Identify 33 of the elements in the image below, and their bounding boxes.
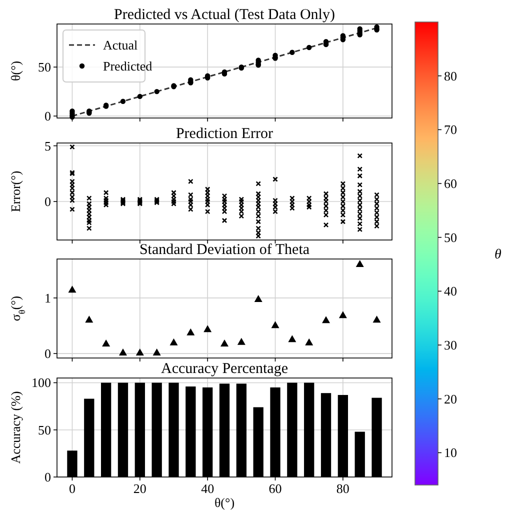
y-tick-label: 0 — [44, 346, 51, 362]
y-axis-title: θ(°) — [8, 60, 23, 82]
y-tick-label: 0 — [44, 108, 51, 124]
y-tick-label: 0 — [44, 470, 51, 484]
color-bar-label: 60 — [444, 176, 457, 192]
y-axis-title: Accuracy (%) — [8, 391, 23, 464]
color-bar-label: 40 — [444, 284, 457, 299]
legend-label: Actual — [103, 38, 138, 52]
color-bar-label: 30 — [444, 338, 457, 353]
chart-title: Accuracy Percentage — [160, 361, 288, 377]
y-axis-title: Error(°) — [8, 170, 23, 212]
color-bar-label: 10 — [444, 445, 457, 460]
color-bar-label: 70 — [444, 122, 457, 138]
y-tick-label: 50 — [38, 422, 51, 438]
chart-title: Standard Deviation of Theta — [139, 242, 310, 258]
y-tick-label: 1 — [44, 290, 51, 306]
color-bar-label: 80 — [444, 68, 457, 84]
y-tick-label: 100 — [32, 375, 51, 390]
color-bar-title: θ — [494, 248, 502, 262]
x-axis-title: θ(°) — [214, 495, 235, 510]
chart-title: Prediction Error — [176, 126, 274, 142]
chart-title: Predicted vs Actual (Test Data Only) — [114, 7, 335, 23]
color-bar-label: 20 — [444, 391, 457, 406]
x-tick-label: 0 — [68, 481, 76, 496]
y-tick-label: 5 — [44, 138, 51, 154]
y-tick-label: 50 — [38, 60, 51, 75]
x-tick-label: 40 — [201, 481, 214, 496]
x-tick-label: 60 — [268, 481, 282, 496]
color-bar-label: 50 — [444, 230, 457, 245]
legend-label: Predicted — [103, 58, 153, 74]
y-tick-label: 0 — [44, 194, 51, 210]
x-tick-label: 20 — [133, 481, 146, 496]
x-tick-label: 80 — [336, 481, 350, 496]
